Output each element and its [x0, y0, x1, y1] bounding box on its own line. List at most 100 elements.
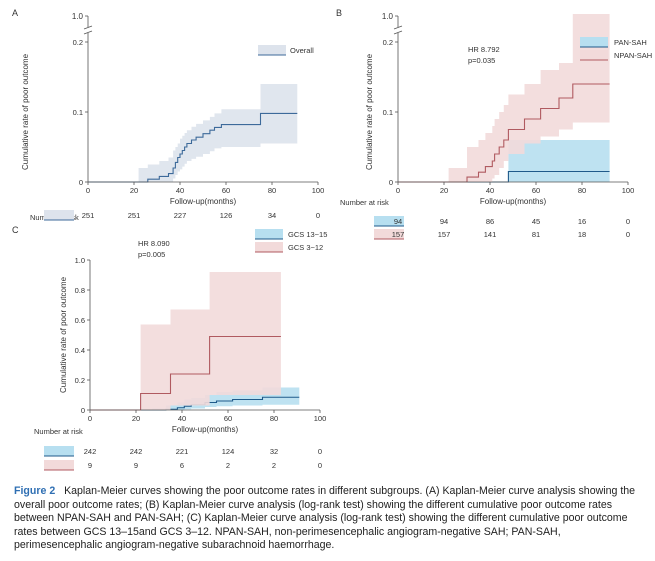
ci-band-1	[90, 272, 281, 410]
x-tick-label: 40	[178, 414, 186, 423]
risk-swatch	[44, 460, 74, 470]
axis-break-mark	[83, 30, 93, 35]
x-tick-label: 20	[130, 186, 138, 195]
legend-label: NPAN-SAH	[614, 51, 652, 60]
risk-count: 157	[438, 230, 451, 239]
panel-letter: A	[12, 8, 18, 18]
panel-c: C0 20 40 60 80 10000.20.40.60.81.0Follow-up(m…	[12, 225, 327, 471]
risk-count: 6	[180, 461, 184, 470]
y-tick-label: 0.2	[75, 376, 85, 385]
y-tick-label: 0	[79, 178, 83, 187]
x-tick-label: 60	[222, 186, 230, 195]
risk-count: 124	[222, 447, 235, 456]
risk-count: 0	[316, 211, 320, 220]
y-tick-label: 0.8	[75, 286, 85, 295]
x-tick-label: 0	[88, 414, 92, 423]
survival-curve-0	[88, 112, 298, 183]
panel-b: B 1.0 0 20 40 60 80 100 0 0.1 0.2 Follow-up(months)…	[336, 8, 652, 240]
risk-count: 18	[578, 230, 586, 239]
risk-count: 242	[130, 447, 143, 456]
x-tick-label: 60	[532, 186, 540, 195]
y-tick-label: 0.1	[73, 108, 83, 117]
ci-band-0	[398, 122, 610, 182]
y-tick-label: 0.2	[73, 38, 83, 47]
risk-count: 81	[532, 230, 540, 239]
panel-letter: C	[12, 225, 19, 235]
x-tick-label: 100	[312, 186, 325, 195]
figure-caption: Figure 2 Kaplan-Meier curves showing the…	[14, 485, 642, 553]
y-tick-label: 0	[389, 178, 393, 187]
ci-band-0	[88, 84, 298, 182]
risk-count: 0	[318, 461, 322, 470]
risk-count: 9	[88, 461, 92, 470]
caption-label: Figure 2	[14, 485, 56, 497]
legend-label: GCS 3~12	[288, 243, 323, 252]
p-value: p=0.005	[138, 250, 165, 259]
risk-swatch	[374, 216, 404, 226]
hazard-ratio: HR 8.090	[138, 239, 170, 248]
legend-swatch	[580, 50, 608, 60]
risk-count: 16	[578, 217, 586, 226]
legend-label: PAN-SAH	[614, 38, 647, 47]
risk-count: 32	[270, 447, 278, 456]
risk-count: 94	[394, 217, 402, 226]
x-tick-label: 0	[86, 186, 90, 195]
risk-count: 94	[440, 217, 448, 226]
risk-swatch	[44, 446, 74, 456]
risk-count: 221	[176, 447, 189, 456]
caption-text: Kaplan-Meier curves showing the poor out…	[14, 485, 636, 551]
risk-count: 0	[626, 217, 630, 226]
risk-swatch	[44, 210, 74, 220]
risk-count: 34	[268, 211, 276, 220]
legend-label: GCS 13~15	[288, 230, 327, 239]
legend-swatch	[258, 45, 286, 55]
x-tick-label: 80	[578, 186, 586, 195]
risk-count: 242	[84, 447, 97, 456]
x-tick-label: 40	[486, 186, 494, 195]
axis-break-gap	[84, 27, 92, 33]
x-axis-label: Follow-up(months)	[172, 425, 239, 434]
x-axis-label: Follow-up(months)	[480, 197, 547, 206]
axis-break-mark	[83, 25, 93, 30]
risk-count: 157	[392, 230, 405, 239]
x-tick-label: 80	[270, 414, 278, 423]
x-tick-label: 40	[176, 186, 184, 195]
survival-curve-1	[90, 335, 281, 411]
panel-letter: B	[336, 8, 342, 18]
y-tick-label: 1.0	[382, 12, 394, 21]
risk-count: 2	[272, 461, 276, 470]
risk-table-label: Number at risk	[34, 427, 83, 436]
risk-swatch	[374, 229, 404, 239]
y-axis-label: Cumulative rate of poor outcome	[59, 276, 68, 393]
y-tick-label: 0.6	[75, 316, 85, 325]
panel-a: A 1.0 0 20 40 60 80 100 0 0.1 0.2 Follow-up(months)…	[12, 8, 324, 222]
legend-swatch	[255, 242, 283, 252]
y-tick-label: 0	[81, 406, 85, 415]
risk-count: 227	[174, 211, 187, 220]
y-axis-label: Cumulative rate of poor outcome	[365, 53, 374, 170]
x-tick-label: 100	[622, 186, 635, 195]
risk-count: 0	[318, 447, 322, 456]
y-tick-label: 0.1	[383, 108, 393, 117]
risk-count: 2	[226, 461, 230, 470]
axis-break-mark	[393, 30, 403, 35]
legend-swatch	[255, 229, 283, 239]
hazard-ratio: HR 8.792	[468, 45, 500, 54]
risk-count: 141	[484, 230, 497, 239]
y-tick-label: 1.0	[72, 12, 84, 21]
risk-count: 0	[626, 230, 630, 239]
kaplan-meier-figure: A 1.00 20 40 60 80 10000.10.2Follow-up(months)…	[12, 8, 652, 471]
p-value: p=0.035	[468, 56, 495, 65]
survival-curve-1	[398, 83, 610, 183]
y-tick-label: 1.0	[75, 256, 85, 265]
axis-break-mark	[393, 25, 403, 30]
legend-label: Overall	[290, 46, 314, 55]
risk-count: 86	[486, 217, 494, 226]
risk-count: 45	[532, 217, 540, 226]
x-tick-label: 80	[268, 186, 276, 195]
legend-swatch	[580, 37, 608, 47]
y-tick-label: 0.4	[75, 346, 85, 355]
risk-count: 9	[134, 461, 138, 470]
x-tick-label: 100	[314, 414, 327, 423]
y-tick-label: 0.2	[383, 38, 393, 47]
